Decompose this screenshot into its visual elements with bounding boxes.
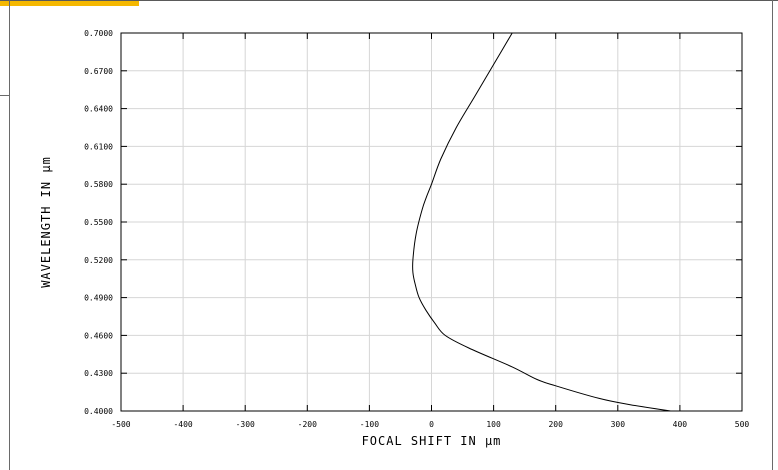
grid-lines xyxy=(121,33,742,411)
x-tick-label: 100 xyxy=(486,420,501,429)
window-top-border xyxy=(0,0,778,1)
y-tick-label: 0.6400 xyxy=(84,105,113,114)
y-tick-label: 0.7000 xyxy=(84,29,113,38)
window-left-border xyxy=(9,0,10,470)
x-tick-label: -400 xyxy=(173,420,192,429)
x-tick-label: 0 xyxy=(429,420,434,429)
y-tick-label: 0.5800 xyxy=(84,180,113,189)
x-axis-label: FOCAL SHIFT IN µm xyxy=(362,434,502,448)
x-tick-label: -200 xyxy=(298,420,317,429)
y-tick-label: 0.6100 xyxy=(84,142,113,151)
x-tick-label: 200 xyxy=(548,420,563,429)
x-tick-labels: -500 -400 -300 -200 -100 0 100 200 300 400 500 xyxy=(111,420,749,429)
y-axis-label: WAVELENGTH IN µm xyxy=(39,156,53,288)
y-tick-label: 0.4300 xyxy=(84,369,113,378)
y-tick-label: 0.6700 xyxy=(84,67,113,76)
x-tick-label: 300 xyxy=(611,420,626,429)
y-tick-label: 0.4900 xyxy=(84,294,113,303)
plot-frame xyxy=(120,32,743,412)
y-tick-label: 0.5200 xyxy=(84,256,113,265)
x-tick-label: -100 xyxy=(360,420,379,429)
x-tick-label: 400 xyxy=(673,420,688,429)
window-right-border xyxy=(772,0,773,470)
series-line xyxy=(412,32,671,412)
y-tick-label: 0.4000 xyxy=(84,407,113,416)
window-side-divider xyxy=(0,95,9,96)
y-tick-label: 0.5500 xyxy=(84,218,113,227)
x-tick-label: 500 xyxy=(735,420,750,429)
axis-ticks xyxy=(120,32,743,412)
y-tick-label: 0.4600 xyxy=(84,331,113,340)
x-tick-label: -500 xyxy=(111,420,130,429)
y-tick-labels: 0.4000 0.4300 0.4600 0.4900 0.5200 0.5500 0.58… xyxy=(84,29,113,416)
window-tab-accent xyxy=(0,0,139,6)
x-tick-label: -300 xyxy=(236,420,255,429)
